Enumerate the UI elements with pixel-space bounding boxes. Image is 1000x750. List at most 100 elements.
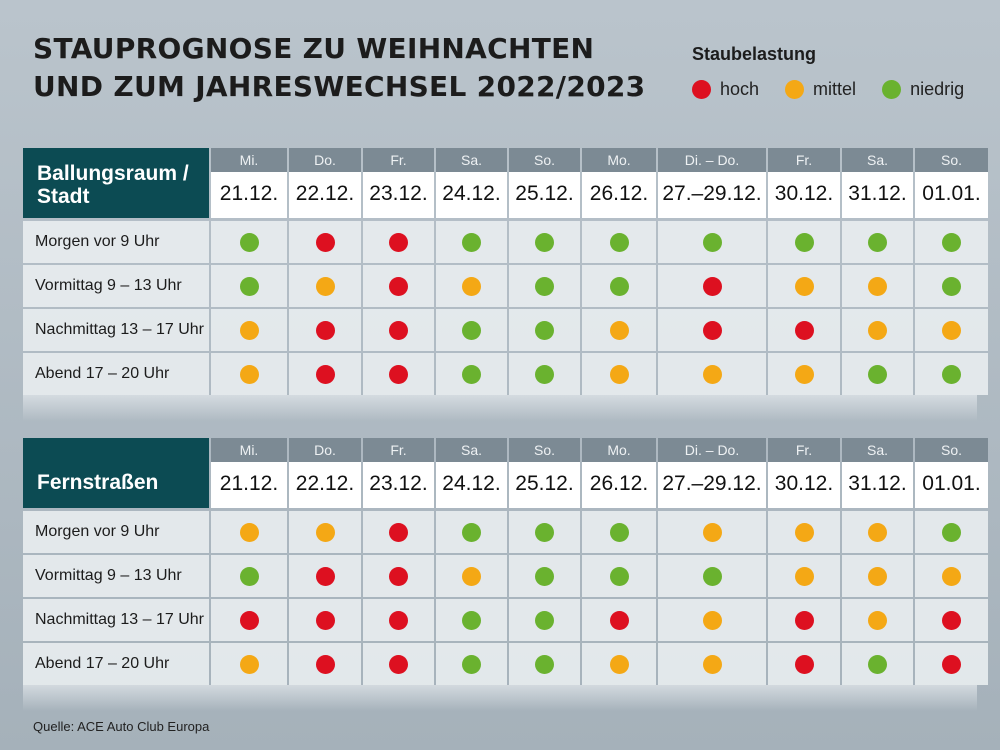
table-cell <box>363 511 434 553</box>
weekday-label: Do. <box>289 148 361 172</box>
legend-label-niedrig: niedrig <box>910 79 965 99</box>
level-niedrig-dot-icon <box>535 276 554 296</box>
level-niedrig-dot-icon <box>942 364 961 384</box>
table-cell <box>363 353 434 395</box>
level-niedrig-dot-icon <box>609 566 629 586</box>
table-cell <box>915 511 988 553</box>
table-row: Vormittag 9 – 13 Uhr <box>23 265 988 307</box>
level-mittel-dot-icon <box>239 654 259 674</box>
level-niedrig-dot-icon <box>535 522 554 542</box>
table-cell <box>582 599 656 641</box>
level-niedrig-dot-icon <box>609 232 629 252</box>
legend-item-hoch: hoch <box>692 79 759 100</box>
level-niedrig-dot-icon <box>942 232 961 252</box>
table-cell <box>436 265 507 307</box>
red-dot-icon <box>692 80 711 99</box>
table-row: Abend 17 – 20 Uhr <box>23 353 988 395</box>
level-niedrig-dot-icon <box>868 364 887 384</box>
table-cell <box>211 265 287 307</box>
level-mittel-dot-icon <box>868 320 887 340</box>
table-cell <box>582 555 656 597</box>
column-header: So. 01.01. <box>915 438 988 508</box>
weekday-label: So. <box>915 438 988 462</box>
table-body: Morgen vor 9 Uhr Vormittag 9 – 13 Uhr Nach… <box>23 511 988 711</box>
table-cell <box>436 555 507 597</box>
table-cell <box>509 555 580 597</box>
date-label: 30.12. <box>774 472 834 495</box>
level-hoch-dot-icon <box>315 566 335 586</box>
row-label: Morgen vor 9 Uhr <box>23 511 209 553</box>
level-niedrig-dot-icon <box>942 276 961 296</box>
level-mittel-dot-icon <box>609 364 629 384</box>
section-fernstrassen: Fernstraßen Mi. 21.12. Do. 22.12. Fr. 23.12. Sa… <box>23 438 988 711</box>
weekday-label: Sa. <box>436 148 507 172</box>
level-mittel-dot-icon <box>315 276 335 296</box>
table-row: Abend 17 – 20 Uhr <box>23 643 988 685</box>
level-niedrig-dot-icon <box>702 232 722 252</box>
table-cell <box>289 265 361 307</box>
legend-items: hoch mittel niedrig <box>692 79 964 100</box>
row-label: Vormittag 9 – 13 Uhr <box>23 555 209 597</box>
table-cell <box>211 599 287 641</box>
table-cell <box>842 221 913 263</box>
date-label: 01.01. <box>922 472 981 495</box>
date-label: 22.12. <box>295 472 355 495</box>
level-niedrig-dot-icon <box>868 654 887 674</box>
table-cell <box>363 265 434 307</box>
column-header: Fr. 23.12. <box>363 148 434 218</box>
level-hoch-dot-icon <box>702 320 722 340</box>
table-cell <box>768 555 840 597</box>
table-cell <box>211 643 287 685</box>
date-label: 21.12. <box>219 472 279 495</box>
weekday-label: Sa. <box>842 148 913 172</box>
table-cell <box>289 309 361 351</box>
date-label: 26.12. <box>589 182 649 205</box>
level-niedrig-dot-icon <box>868 232 887 252</box>
level-niedrig-dot-icon <box>535 320 554 340</box>
table-cell <box>658 309 766 351</box>
level-niedrig-dot-icon <box>239 232 259 252</box>
table-cell <box>915 599 988 641</box>
row-label: Nachmittag 13 – 17 Uhr <box>23 599 209 641</box>
table-cell <box>842 265 913 307</box>
column-header: Sa. 31.12. <box>842 148 913 218</box>
column-header: Mi. 21.12. <box>211 438 287 508</box>
column-header: Mo. 26.12. <box>582 438 656 508</box>
weekday-label: So. <box>915 148 988 172</box>
level-mittel-dot-icon <box>702 364 722 384</box>
table-cell <box>842 309 913 351</box>
table-cell <box>842 511 913 553</box>
row-label: Morgen vor 9 Uhr <box>23 221 209 263</box>
level-hoch-dot-icon <box>389 654 408 674</box>
table-cell <box>768 511 840 553</box>
table-cell <box>768 599 840 641</box>
table-cell <box>915 643 988 685</box>
green-dot-icon <box>882 80 902 99</box>
column-header: Mo. 26.12. <box>582 148 656 218</box>
section-label-line: Ballungsraum / <box>37 162 189 185</box>
table-cell <box>915 353 988 395</box>
section-label-line: Stadt <box>37 185 90 208</box>
date-label: 25.12. <box>515 472 574 495</box>
column-header: Di. – Do. 27.–29.12. <box>658 438 766 508</box>
level-mittel-dot-icon <box>315 522 335 542</box>
table-cell <box>509 643 580 685</box>
weekday-label: Mo. <box>582 148 656 172</box>
table-cell <box>289 221 361 263</box>
level-hoch-dot-icon <box>609 610 629 630</box>
table-cell <box>436 309 507 351</box>
level-niedrig-dot-icon <box>462 610 481 630</box>
table-cell <box>509 599 580 641</box>
legend-item-mittel: mittel <box>785 79 856 100</box>
level-mittel-dot-icon <box>462 276 481 296</box>
table-cell <box>842 555 913 597</box>
table-cell <box>211 511 287 553</box>
level-hoch-dot-icon <box>702 276 722 296</box>
row-label: Nachmittag 13 – 17 Uhr <box>23 309 209 351</box>
table-cell <box>289 353 361 395</box>
weekday-label: So. <box>509 148 580 172</box>
weekday-label: Sa. <box>842 438 913 462</box>
table-cell <box>842 643 913 685</box>
table-fade <box>23 395 977 421</box>
table-cell <box>363 309 434 351</box>
